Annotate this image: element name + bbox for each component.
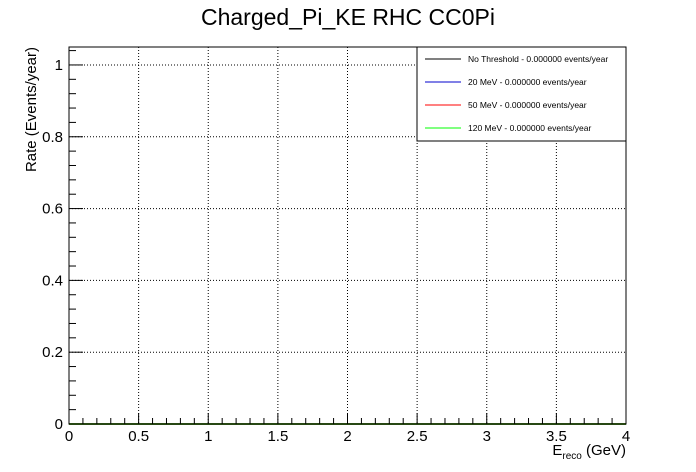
x-axis-label-sub: reco bbox=[562, 451, 582, 462]
legend-entries: No Threshold - 0.000000 events/year 20 Me… bbox=[425, 54, 608, 133]
x-tick-label: 2 bbox=[343, 428, 351, 445]
legend-label-1: 20 MeV - 0.000000 events/year bbox=[468, 77, 587, 87]
x-tick-label: 1.5 bbox=[267, 428, 288, 445]
ticks bbox=[68, 50, 627, 425]
y-tick-label: 0.4 bbox=[42, 272, 63, 289]
legend: No Threshold - 0.000000 events/year 20 Me… bbox=[416, 46, 627, 142]
legend-label-0: No Threshold - 0.000000 events/year bbox=[468, 54, 608, 64]
y-axis-label: Rate (Events/year) bbox=[23, 47, 40, 172]
y-tick-label: 1 bbox=[55, 57, 63, 74]
x-tick-label: 4 bbox=[622, 428, 630, 445]
x-tick-label: 3 bbox=[483, 428, 491, 445]
x-axis-label-main: E bbox=[552, 442, 562, 459]
chart-title: Charged_Pi_KE RHC CC0Pi bbox=[201, 4, 495, 30]
tick-labels: 0 0.5 1 1.5 2 2.5 3 3.5 4 0 0.2 0.4 0.6 0.8 1 bbox=[42, 57, 630, 445]
x-tick-label: 2.5 bbox=[407, 428, 428, 445]
x-axis-label-unit: (GeV) bbox=[582, 442, 626, 459]
x-tick-label: 0 bbox=[65, 428, 73, 445]
x-axis-label: Ereco (GeV) bbox=[552, 442, 626, 462]
legend-label-3: 120 MeV - 0.000000 events/year bbox=[468, 123, 591, 133]
x-tick-label: 3.5 bbox=[546, 428, 567, 445]
x-tick-label: 1 bbox=[204, 428, 212, 445]
legend-label-2: 50 MeV - 0.000000 events/year bbox=[468, 100, 587, 110]
legend-box bbox=[416, 46, 627, 142]
x-tick-label: 0.5 bbox=[128, 428, 149, 445]
y-tick-label: 0 bbox=[55, 416, 63, 433]
y-tick-label: 0.2 bbox=[42, 344, 63, 361]
y-tick-label: 0.6 bbox=[42, 201, 63, 218]
y-tick-label: 0.8 bbox=[42, 129, 63, 146]
